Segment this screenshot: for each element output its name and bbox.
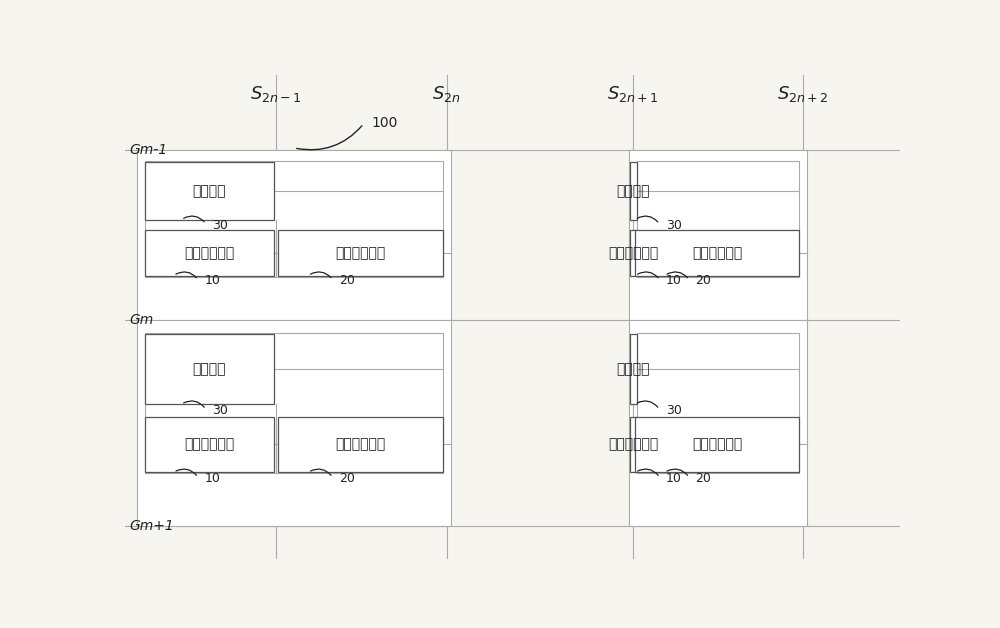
Text: 开关组件: 开关组件 <box>193 184 226 198</box>
Bar <box>629 150 807 320</box>
Text: Gm+1: Gm+1 <box>130 519 174 533</box>
Text: 10: 10 <box>204 274 220 288</box>
Bar <box>637 161 799 276</box>
Bar <box>278 230 443 276</box>
Text: 开关组件: 开关组件 <box>617 362 650 376</box>
Bar <box>630 162 637 220</box>
Text: 第一像素单元: 第一像素单元 <box>608 438 659 452</box>
Bar <box>145 161 443 276</box>
Bar <box>630 230 637 276</box>
Text: 第二像素单元: 第二像素单元 <box>335 438 386 452</box>
Text: 10: 10 <box>666 472 682 485</box>
Bar <box>635 230 799 276</box>
Text: 开关组件: 开关组件 <box>617 184 650 198</box>
Text: 30: 30 <box>212 219 228 232</box>
Bar <box>630 416 637 472</box>
Bar <box>145 230 274 276</box>
Text: $S_{2n-1}$: $S_{2n-1}$ <box>250 84 302 104</box>
Bar <box>630 334 637 404</box>
Bar <box>137 150 450 320</box>
Bar <box>637 333 799 474</box>
Bar <box>278 416 443 472</box>
Bar <box>145 333 443 474</box>
Text: 20: 20 <box>696 472 711 485</box>
Text: $S_{2n}$: $S_{2n}$ <box>432 84 461 104</box>
Text: 20: 20 <box>696 274 711 288</box>
Text: 20: 20 <box>339 472 355 485</box>
Text: 开关组件: 开关组件 <box>193 362 226 376</box>
Bar <box>629 320 807 526</box>
Bar <box>635 416 799 472</box>
Text: 30: 30 <box>212 404 228 418</box>
Bar <box>145 416 274 472</box>
Text: $S_{2n+2}$: $S_{2n+2}$ <box>777 84 829 104</box>
Text: Gm: Gm <box>130 313 154 327</box>
Text: 10: 10 <box>204 472 220 485</box>
Text: 第一像素单元: 第一像素单元 <box>184 246 235 260</box>
Text: 第二像素单元: 第二像素单元 <box>692 246 742 260</box>
Text: 20: 20 <box>339 274 355 288</box>
Text: 第一像素单元: 第一像素单元 <box>184 438 235 452</box>
Text: 30: 30 <box>666 404 682 418</box>
Bar <box>145 162 274 220</box>
Text: 30: 30 <box>666 219 682 232</box>
Bar <box>137 320 450 526</box>
Text: 第二像素单元: 第二像素单元 <box>692 438 742 452</box>
Text: Gm-1: Gm-1 <box>130 143 168 157</box>
Text: 第一像素单元: 第一像素单元 <box>608 246 659 260</box>
Text: $S_{2n+1}$: $S_{2n+1}$ <box>607 84 659 104</box>
Bar <box>145 334 274 404</box>
Text: 第二像素单元: 第二像素单元 <box>335 246 386 260</box>
Text: 100: 100 <box>371 116 398 130</box>
Text: 10: 10 <box>666 274 682 288</box>
